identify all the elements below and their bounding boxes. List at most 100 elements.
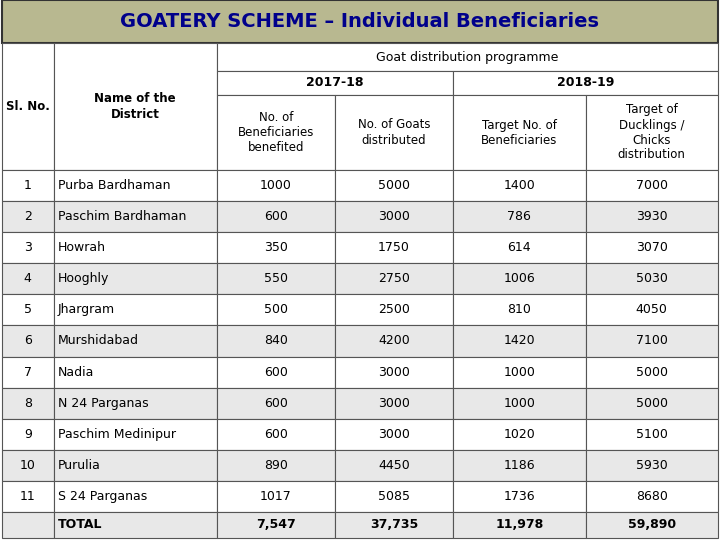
Bar — [453, 95, 585, 170]
Text: Hooghly: Hooghly — [58, 272, 109, 285]
Text: Nadia: Nadia — [58, 366, 94, 379]
Text: 500: 500 — [264, 303, 288, 316]
Text: 3930: 3930 — [636, 210, 667, 223]
Text: 7,547: 7,547 — [256, 518, 296, 531]
Text: Paschim Bardhaman: Paschim Bardhaman — [58, 210, 186, 223]
Text: Howrah: Howrah — [58, 241, 106, 254]
Bar — [53, 512, 217, 538]
Bar — [585, 512, 718, 538]
Text: Target No. of
Beneficiaries: Target No. of Beneficiaries — [481, 118, 557, 146]
Bar — [2, 481, 53, 512]
Bar — [585, 481, 718, 512]
Bar — [217, 95, 335, 170]
Bar — [335, 512, 453, 538]
Bar — [585, 170, 718, 201]
Bar — [53, 232, 217, 264]
Bar — [335, 418, 453, 450]
Text: 7: 7 — [24, 366, 32, 379]
Bar — [453, 326, 585, 356]
Text: 5000: 5000 — [378, 179, 410, 192]
Text: GOATERY SCHEME – Individual Beneficiaries: GOATERY SCHEME – Individual Beneficiarie… — [120, 12, 600, 31]
Bar — [2, 326, 53, 356]
Text: 5085: 5085 — [378, 490, 410, 503]
Bar — [585, 201, 718, 232]
Text: 810: 810 — [508, 303, 531, 316]
Bar — [53, 294, 217, 326]
Bar — [217, 512, 335, 538]
Bar — [585, 356, 718, 388]
Text: 550: 550 — [264, 272, 288, 285]
Text: 600: 600 — [264, 366, 288, 379]
Text: No. of
Beneficiaries
benefited: No. of Beneficiaries benefited — [238, 111, 314, 154]
Text: Sl. No.: Sl. No. — [6, 100, 50, 113]
Bar — [335, 95, 453, 170]
Text: 10: 10 — [20, 459, 36, 472]
Text: Paschim Medinipur: Paschim Medinipur — [58, 428, 176, 441]
Bar — [585, 95, 718, 170]
Text: 5100: 5100 — [636, 428, 667, 441]
Bar — [2, 201, 53, 232]
Bar — [453, 450, 585, 481]
Bar — [217, 232, 335, 264]
Text: 890: 890 — [264, 459, 288, 472]
Text: 1400: 1400 — [503, 179, 535, 192]
Text: 2017-18: 2017-18 — [306, 77, 364, 90]
Text: 1000: 1000 — [503, 397, 535, 410]
Text: 1: 1 — [24, 179, 32, 192]
Bar — [53, 326, 217, 356]
Bar — [335, 170, 453, 201]
Text: 1000: 1000 — [260, 179, 292, 192]
Bar — [2, 43, 53, 170]
Text: 786: 786 — [508, 210, 531, 223]
Bar — [217, 356, 335, 388]
Text: 7100: 7100 — [636, 334, 667, 348]
Bar — [453, 356, 585, 388]
Bar — [453, 294, 585, 326]
Text: Name of the
District: Name of the District — [94, 92, 176, 120]
Text: 2750: 2750 — [378, 272, 410, 285]
Bar — [335, 232, 453, 264]
Bar — [585, 450, 718, 481]
Text: 3: 3 — [24, 241, 32, 254]
Text: 5: 5 — [24, 303, 32, 316]
Text: 3000: 3000 — [378, 397, 410, 410]
Text: 5930: 5930 — [636, 459, 667, 472]
Text: 350: 350 — [264, 241, 288, 254]
Bar — [2, 264, 53, 294]
Text: 4450: 4450 — [378, 459, 410, 472]
Bar — [53, 450, 217, 481]
Text: Purulia: Purulia — [58, 459, 100, 472]
Bar — [53, 418, 217, 450]
Text: 6: 6 — [24, 334, 32, 348]
Text: 4050: 4050 — [636, 303, 667, 316]
Bar — [2, 294, 53, 326]
Text: 59,890: 59,890 — [628, 518, 676, 531]
Text: 5030: 5030 — [636, 272, 667, 285]
Text: 1006: 1006 — [503, 272, 535, 285]
Bar — [53, 481, 217, 512]
Bar — [585, 326, 718, 356]
Bar — [217, 418, 335, 450]
Text: 1000: 1000 — [503, 366, 535, 379]
Text: 3000: 3000 — [378, 428, 410, 441]
Text: 1420: 1420 — [503, 334, 535, 348]
Bar — [53, 264, 217, 294]
Bar — [335, 388, 453, 418]
Bar — [453, 418, 585, 450]
Bar — [2, 232, 53, 264]
Text: 840: 840 — [264, 334, 288, 348]
Bar — [53, 43, 217, 170]
Text: Goat distribution programme: Goat distribution programme — [377, 51, 559, 64]
Bar — [53, 356, 217, 388]
Bar — [453, 481, 585, 512]
Text: 4: 4 — [24, 272, 32, 285]
Text: 1736: 1736 — [503, 490, 535, 503]
Text: Purba Bardhaman: Purba Bardhaman — [58, 179, 170, 192]
Text: 3000: 3000 — [378, 366, 410, 379]
Bar — [217, 388, 335, 418]
Text: 1017: 1017 — [260, 490, 292, 503]
Text: 9: 9 — [24, 428, 32, 441]
Text: N 24 Parganas: N 24 Parganas — [58, 397, 148, 410]
Bar — [2, 512, 53, 538]
Bar — [2, 388, 53, 418]
